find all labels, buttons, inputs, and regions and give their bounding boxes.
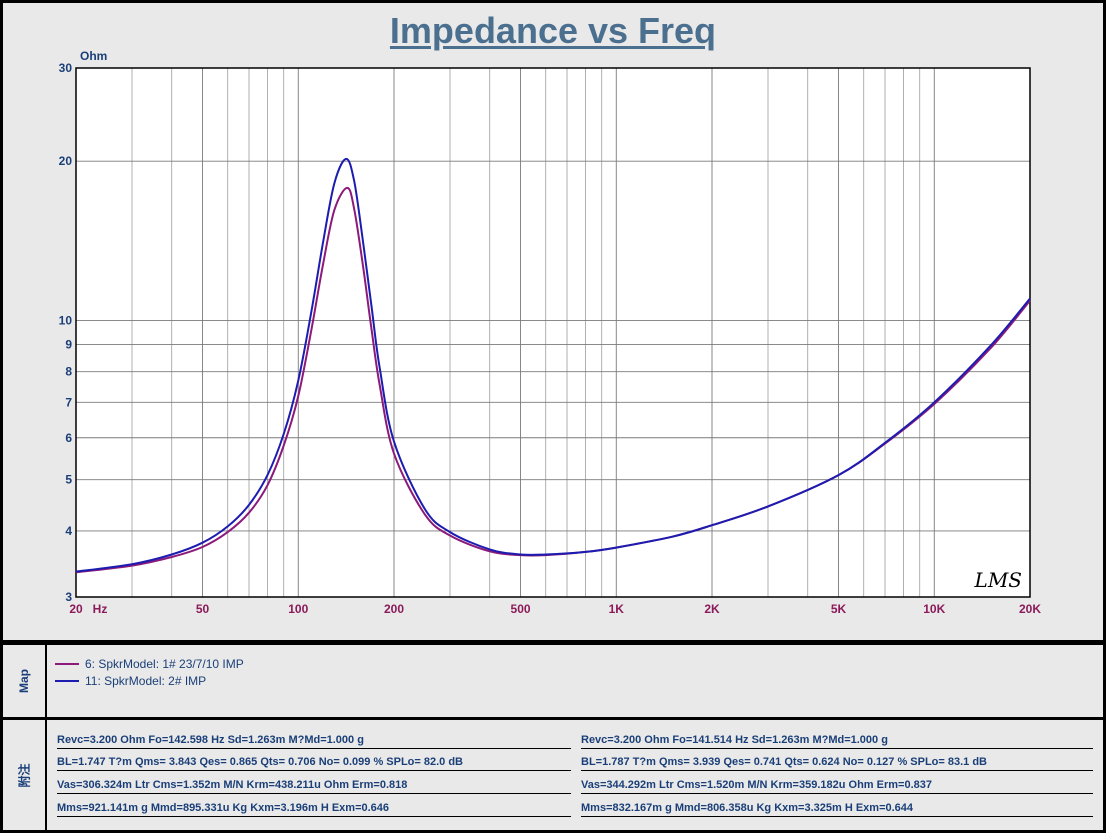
x-tick-label: 20K bbox=[1019, 602, 1041, 616]
legend-text-2: 11: SpkrModel: 2# IMP bbox=[85, 674, 207, 688]
left-param-line: Revc=3.200 Ohm Fo=142.598 Hz Sd=1.263m M… bbox=[57, 733, 571, 749]
x-tick-label: 10K bbox=[923, 602, 945, 616]
y-tick-label: 8 bbox=[65, 365, 72, 379]
right-param-line: Vas=344.292m Ltr Cms=1.520m M/N Krm=359.… bbox=[581, 778, 1093, 794]
y-tick-label: 3 bbox=[65, 590, 72, 604]
plot-border bbox=[75, 67, 1031, 598]
notes-side-label: 附注 bbox=[3, 720, 47, 830]
y-tick-label: 10 bbox=[59, 313, 73, 327]
left-param-line: Vas=306.324m Ltr Cms=1.352m M/N Krm=438.… bbox=[57, 778, 571, 794]
legend-swatch-1 bbox=[55, 663, 79, 665]
y-tick-label: 9 bbox=[65, 338, 72, 352]
right-param-line: Revc=3.200 Ohm Fo=141.514 Hz Sd=1.263m M… bbox=[581, 733, 1093, 749]
x-tick-label: 1K bbox=[609, 602, 625, 616]
map-side-label: Map bbox=[3, 645, 47, 717]
x-tick-label: 20 bbox=[69, 602, 83, 616]
chart-panel: 30 20 10 9 8 7 6 5 4 3 Ohm 20 50 100 200 500 1K 2K 5K 10K 20… bbox=[3, 3, 1103, 640]
y-tick-label: 6 bbox=[65, 431, 72, 445]
y-tick-label: 4 bbox=[65, 524, 72, 538]
notes-panel: 附注 Revc=3.200 Ohm Fo=142.598 Hz Sd=1.263… bbox=[3, 720, 1103, 830]
x-tick-label: 50 bbox=[196, 602, 210, 616]
y-tick-label: 7 bbox=[65, 395, 72, 409]
notes-label: 附注 bbox=[17, 762, 32, 788]
impedance-chart: 30 20 10 9 8 7 6 5 4 3 Ohm 20 50 100 200 500 1K 2K 5K 10K 20… bbox=[59, 49, 1042, 616]
left-param-line: BL=1.747 T?m Qms= 3.843 Qes= 0.865 Qts= … bbox=[57, 755, 571, 771]
chart-title: Impedance vs Freq bbox=[389, 10, 717, 51]
x-tick-label: 2K bbox=[704, 602, 720, 616]
left-param-line: Mms=921.141m g Mmd=895.331u Kg Kxm=3.196… bbox=[57, 801, 571, 817]
right-param-line: Mms=832.167m g Mmd=806.358u Kg Kxm=3.325… bbox=[581, 801, 1093, 817]
y-tick-label: 30 bbox=[59, 61, 73, 75]
x-axis-label: Hz bbox=[93, 602, 108, 616]
y-axis-label: Ohm bbox=[80, 49, 107, 63]
legend-entry-1[interactable]: 6: SpkrModel: 1# 23/7/10 IMP bbox=[55, 657, 244, 671]
y-tick-label: 20 bbox=[59, 154, 73, 168]
plot-area bbox=[76, 68, 1030, 597]
map-label: Map bbox=[17, 669, 31, 693]
lms-watermark: LMS bbox=[974, 568, 1022, 592]
x-tick-label: 200 bbox=[384, 602, 404, 616]
x-tick-label: 500 bbox=[511, 602, 531, 616]
legend-entry-2[interactable]: 11: SpkrModel: 2# IMP bbox=[55, 674, 206, 688]
x-tick-label: 100 bbox=[288, 602, 308, 616]
right-param-line: BL=1.787 T?m Qms= 3.939 Qes= 0.741 Qts= … bbox=[581, 755, 1093, 771]
legend-swatch-2 bbox=[55, 680, 79, 682]
legend-text-1: 6: SpkrModel: 1# 23/7/10 IMP bbox=[85, 657, 244, 671]
map-panel: Map 6: SpkrModel: 1# 23/7/10 IMP 11: Spk… bbox=[3, 645, 1103, 717]
x-tick-label: 5K bbox=[831, 602, 847, 616]
y-tick-label: 5 bbox=[65, 473, 72, 487]
series-line-2 bbox=[75, 157, 1031, 573]
